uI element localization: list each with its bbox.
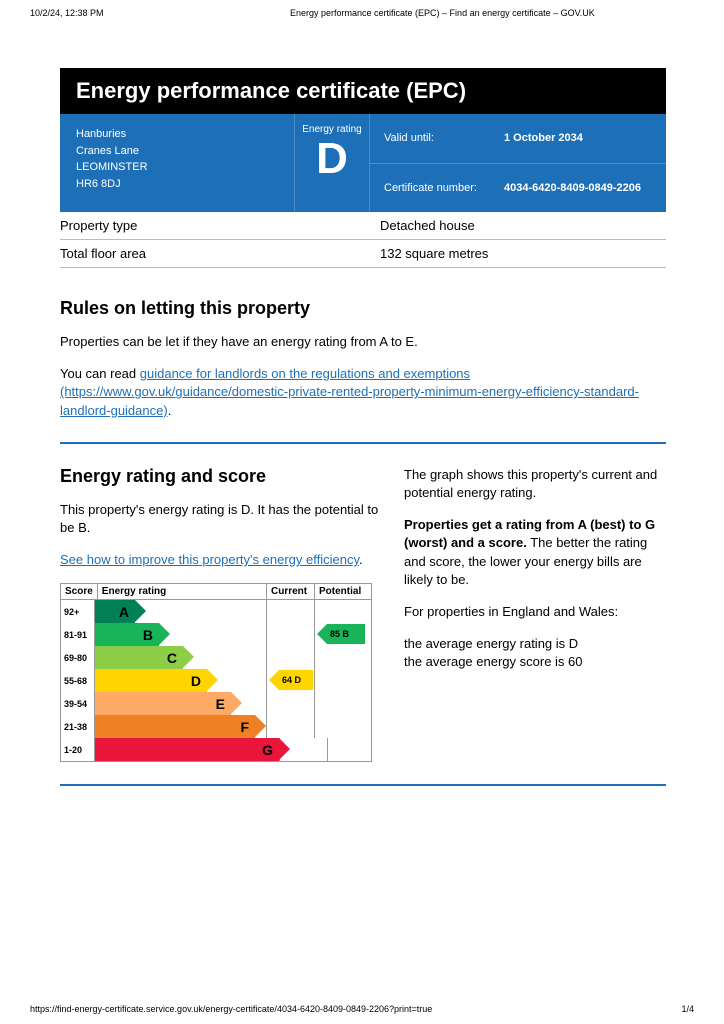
print-doc-title: Energy performance certificate (EPC) – F…: [290, 8, 595, 18]
print-timestamp: 10/2/24, 12:38 PM: [30, 8, 104, 18]
epc-row: 21-38F: [61, 715, 371, 738]
epc-row: 39-54E: [61, 692, 371, 715]
improve-efficiency-link[interactable]: See how to improve this property's energ…: [60, 552, 359, 567]
band-range: 92+: [61, 600, 95, 623]
band-bar: C: [95, 646, 183, 669]
band-bar: F: [95, 715, 255, 738]
divider: [60, 784, 666, 786]
rules-section: Rules on letting this property Propertie…: [60, 298, 666, 420]
score-heading: Energy rating and score: [60, 466, 380, 487]
address-line: HR6 8DJ: [76, 176, 278, 193]
potential-arrow: 85 B: [327, 624, 365, 644]
cert-label: Certificate number:: [384, 182, 504, 194]
rules-heading: Rules on letting this property: [60, 298, 666, 319]
band-bar: E: [95, 692, 231, 715]
prop-value: 132 square metres: [380, 246, 488, 261]
address-line: LEOMINSTER: [76, 159, 278, 176]
page-title: Energy performance certificate (EPC): [60, 68, 666, 114]
col-score: Score: [61, 584, 98, 599]
page-content: Energy performance certificate (EPC) Han…: [60, 68, 666, 808]
rules-text: You can read guidance for landlords on t…: [60, 365, 666, 420]
score-text: This property's energy rating is D. It h…: [60, 501, 380, 537]
right-text: The graph shows this property's current …: [404, 466, 666, 502]
table-row: Property type Detached house: [60, 212, 666, 240]
col-rating: Energy rating: [98, 584, 267, 599]
prop-value: Detached house: [380, 218, 475, 233]
right-text: For properties in England and Wales:: [404, 603, 666, 621]
epc-chart: Score Energy rating Current Potential 92…: [60, 583, 372, 762]
page-number: 1/4: [681, 1004, 694, 1014]
score-link-para: See how to improve this property's energ…: [60, 551, 380, 569]
col-current: Current: [267, 584, 315, 599]
text: .: [359, 552, 363, 567]
summary-box: Hanburies Cranes Lane LEOMINSTER HR6 8DJ…: [60, 114, 666, 212]
epc-row: 1-20G: [61, 738, 371, 761]
band-range: 1-20: [61, 738, 95, 761]
band-range: 55-68: [61, 669, 95, 692]
right-text: the average energy rating is D the avera…: [404, 635, 666, 671]
print-header: 10/2/24, 12:38 PM Energy performance cer…: [30, 8, 694, 18]
col-potential: Potential: [315, 584, 371, 599]
epc-row: 92+A: [61, 600, 371, 623]
band-bar: D: [95, 669, 207, 692]
rating-block: Energy rating D: [295, 114, 370, 212]
band-range: 39-54: [61, 692, 95, 715]
footer-url: https://find-energy-certificate.service.…: [30, 1004, 432, 1014]
chart-header: Score Energy rating Current Potential: [61, 584, 371, 600]
divider: [60, 442, 666, 444]
band-range: 69-80: [61, 646, 95, 669]
property-table: Property type Detached house Total floor…: [60, 212, 666, 268]
epc-row: 81-91B 85 B: [61, 623, 371, 646]
current-arrow: 64 D: [279, 670, 313, 690]
epc-row: 55-68D 64 D: [61, 669, 371, 692]
prop-label: Total floor area: [60, 246, 380, 261]
print-footer: https://find-energy-certificate.service.…: [30, 1004, 694, 1014]
landlord-guidance-link[interactable]: guidance for landlords on the regulation…: [60, 366, 639, 417]
text: the average energy rating is D: [404, 636, 578, 651]
band-bar: A: [95, 600, 135, 623]
rules-text: Properties can be let if they have an en…: [60, 333, 666, 351]
band-bar: B: [95, 623, 159, 646]
valid-value: 1 October 2034: [504, 132, 583, 144]
address-block: Hanburies Cranes Lane LEOMINSTER HR6 8DJ: [60, 114, 295, 212]
text: You can read: [60, 366, 140, 381]
text: the average energy score is 60: [404, 654, 583, 669]
right-text: Properties get a rating from A (best) to…: [404, 516, 666, 589]
address-line: Hanburies: [76, 126, 278, 143]
chart-body: 92+A81-91B85 B69-80C55-68D64 D39-54E21-3…: [61, 600, 371, 761]
prop-label: Property type: [60, 218, 380, 233]
band-bar: G: [95, 738, 279, 761]
rating-letter: D: [295, 135, 369, 183]
valid-label: Valid until:: [384, 132, 504, 144]
band-range: 81-91: [61, 623, 95, 646]
text: .: [168, 403, 172, 418]
cert-value: 4034-6420-8409-0849-2206: [504, 182, 641, 194]
band-range: 21-38: [61, 715, 95, 738]
rating-score-section: Energy rating and score This property's …: [60, 466, 666, 763]
table-row: Total floor area 132 square metres: [60, 240, 666, 268]
address-line: Cranes Lane: [76, 143, 278, 160]
epc-row: 69-80C: [61, 646, 371, 669]
meta-block: Valid until: 1 October 2034 Certificate …: [370, 114, 666, 212]
